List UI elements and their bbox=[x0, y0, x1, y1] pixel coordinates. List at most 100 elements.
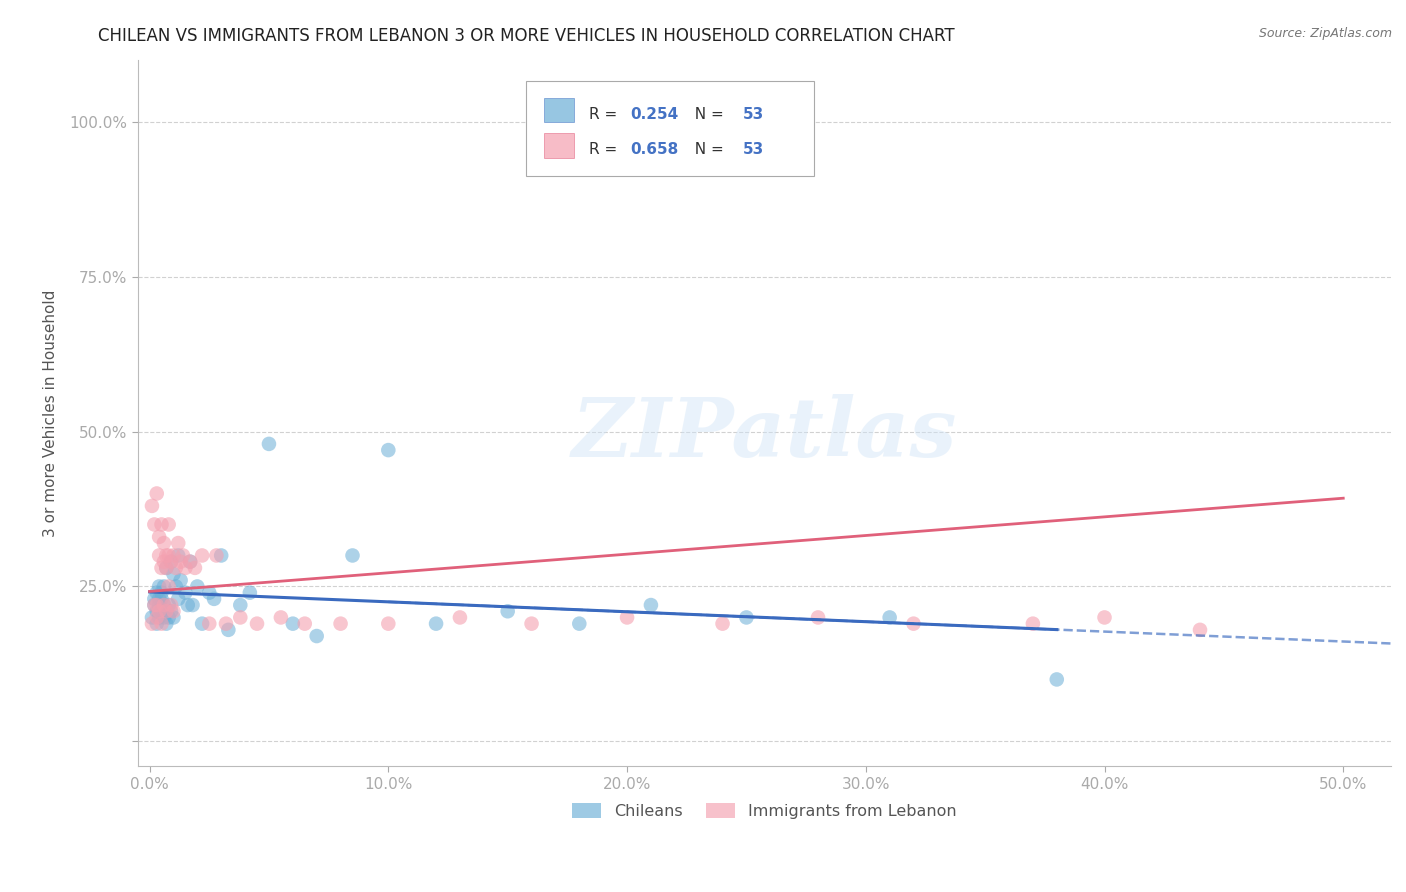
Point bbox=[239, 585, 262, 599]
Point bbox=[270, 610, 292, 624]
Point bbox=[169, 574, 191, 588]
Point bbox=[496, 604, 519, 618]
Text: N =: N = bbox=[685, 142, 728, 157]
Point bbox=[141, 499, 163, 513]
Point bbox=[155, 561, 177, 575]
Point bbox=[202, 591, 225, 606]
Point bbox=[305, 629, 328, 643]
Point bbox=[165, 561, 187, 575]
Point bbox=[155, 561, 177, 575]
Point bbox=[143, 517, 166, 532]
Point bbox=[145, 604, 167, 618]
Point bbox=[148, 549, 170, 563]
Point bbox=[145, 616, 167, 631]
Point bbox=[145, 585, 167, 599]
Point bbox=[246, 616, 269, 631]
Point bbox=[174, 561, 197, 575]
Point bbox=[143, 598, 166, 612]
Point bbox=[155, 549, 177, 563]
Point bbox=[1188, 623, 1211, 637]
Point bbox=[157, 610, 180, 624]
Text: 0.254: 0.254 bbox=[630, 106, 679, 121]
Point bbox=[229, 598, 252, 612]
Point bbox=[449, 610, 471, 624]
Point bbox=[1022, 616, 1045, 631]
Point bbox=[217, 623, 239, 637]
Point bbox=[172, 549, 194, 563]
Point bbox=[143, 598, 166, 612]
Point bbox=[155, 616, 177, 631]
Point bbox=[150, 616, 173, 631]
Point bbox=[141, 610, 163, 624]
Point bbox=[377, 616, 399, 631]
Point bbox=[177, 598, 200, 612]
Point bbox=[150, 591, 173, 606]
Point bbox=[167, 549, 190, 563]
Text: N =: N = bbox=[685, 106, 728, 121]
Text: 53: 53 bbox=[742, 106, 765, 121]
Point bbox=[145, 610, 167, 624]
Point bbox=[711, 616, 734, 631]
Point bbox=[735, 610, 758, 624]
Point bbox=[229, 610, 252, 624]
FancyBboxPatch shape bbox=[526, 81, 814, 177]
Text: CHILEAN VS IMMIGRANTS FROM LEBANON 3 OR MORE VEHICLES IN HOUSEHOLD CORRELATION C: CHILEAN VS IMMIGRANTS FROM LEBANON 3 OR … bbox=[98, 27, 955, 45]
Point bbox=[1046, 673, 1069, 687]
Point bbox=[145, 486, 167, 500]
Point bbox=[903, 616, 925, 631]
Point bbox=[160, 598, 183, 612]
Point bbox=[616, 610, 638, 624]
Point bbox=[153, 598, 176, 612]
Point bbox=[425, 616, 447, 631]
Text: ZIPatlas: ZIPatlas bbox=[572, 394, 957, 475]
Point bbox=[191, 616, 214, 631]
Point bbox=[174, 585, 197, 599]
Point bbox=[1094, 610, 1116, 624]
Point bbox=[167, 591, 190, 606]
Point bbox=[198, 616, 221, 631]
Point bbox=[148, 598, 170, 612]
Point bbox=[520, 616, 543, 631]
Text: Source: ZipAtlas.com: Source: ZipAtlas.com bbox=[1258, 27, 1392, 40]
Point bbox=[186, 579, 208, 593]
Text: R =: R = bbox=[589, 142, 621, 157]
Point bbox=[184, 561, 207, 575]
Point bbox=[160, 555, 183, 569]
Point bbox=[165, 579, 187, 593]
Point bbox=[181, 598, 204, 612]
Point bbox=[209, 549, 232, 563]
Point bbox=[377, 443, 399, 458]
Point bbox=[167, 536, 190, 550]
Point bbox=[160, 604, 183, 618]
FancyBboxPatch shape bbox=[544, 133, 574, 158]
Point bbox=[179, 555, 201, 569]
Point bbox=[148, 604, 170, 618]
Point bbox=[879, 610, 901, 624]
Point bbox=[198, 585, 221, 599]
Text: 0.658: 0.658 bbox=[630, 142, 679, 157]
Legend: Chileans, Immigrants from Lebanon: Chileans, Immigrants from Lebanon bbox=[565, 797, 963, 825]
Point bbox=[153, 579, 176, 593]
Point bbox=[150, 585, 173, 599]
Point bbox=[150, 604, 173, 618]
Point bbox=[162, 604, 184, 618]
Point bbox=[145, 598, 167, 612]
Point bbox=[169, 555, 191, 569]
Point bbox=[157, 549, 180, 563]
Point bbox=[205, 549, 228, 563]
Point bbox=[157, 517, 180, 532]
Point bbox=[150, 517, 173, 532]
Point bbox=[257, 437, 280, 451]
Point bbox=[157, 598, 180, 612]
Point bbox=[157, 579, 180, 593]
FancyBboxPatch shape bbox=[544, 98, 574, 122]
Point bbox=[179, 555, 201, 569]
Point bbox=[162, 610, 184, 624]
Point bbox=[807, 610, 830, 624]
Text: 53: 53 bbox=[742, 142, 765, 157]
Point bbox=[148, 591, 170, 606]
Point bbox=[153, 555, 176, 569]
Point bbox=[329, 616, 352, 631]
Text: R =: R = bbox=[589, 106, 621, 121]
Point bbox=[342, 549, 364, 563]
